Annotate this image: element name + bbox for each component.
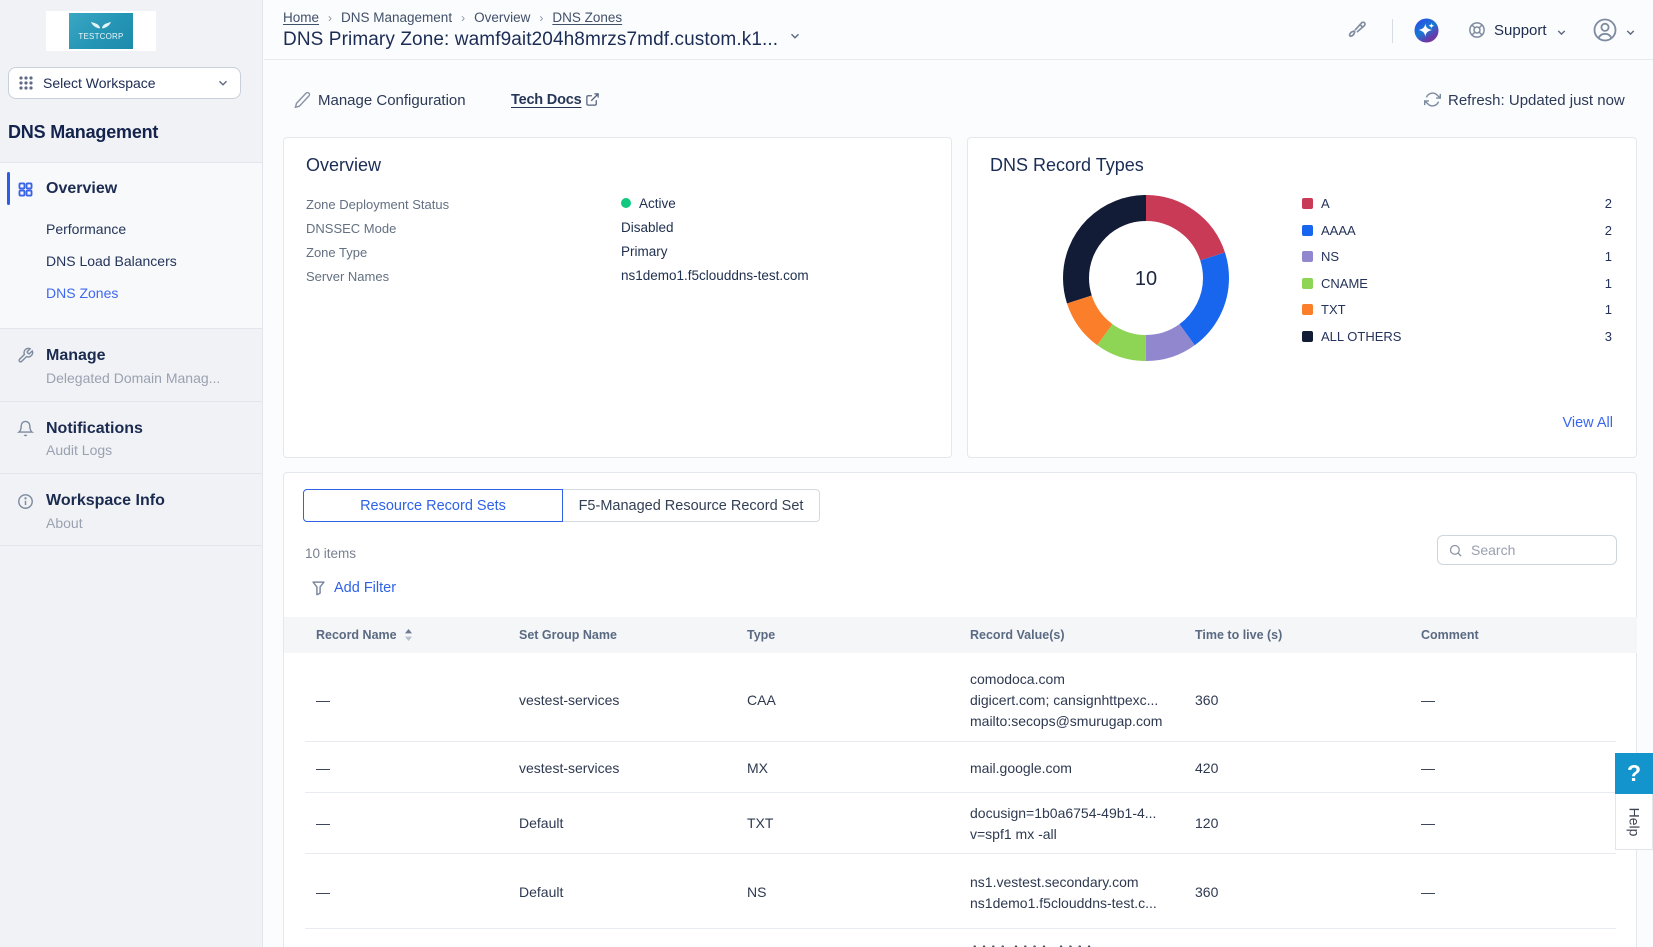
svg-text:10: 10 <box>1135 268 1157 290</box>
